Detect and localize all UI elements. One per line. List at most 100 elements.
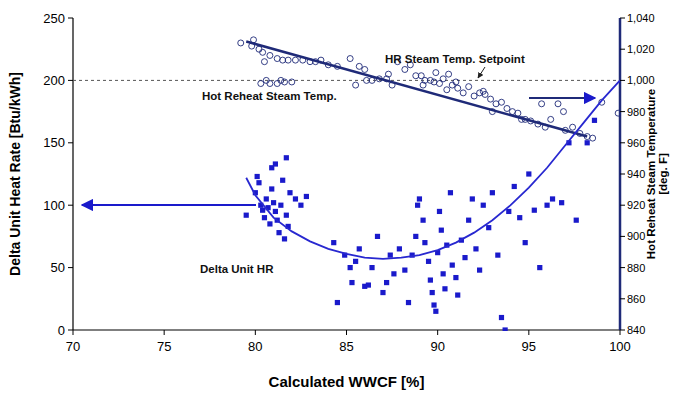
square-point: [276, 230, 281, 235]
axis-arrow-left: [82, 204, 256, 206]
circle-point: [282, 79, 288, 85]
circle-point: [446, 71, 452, 77]
square-point: [284, 213, 289, 218]
y2-tick-label: 840: [627, 324, 645, 336]
square-point: [375, 234, 380, 239]
square-point: [391, 271, 396, 276]
square-point: [262, 215, 267, 220]
circle-point: [498, 99, 504, 105]
y-tick: [68, 267, 73, 268]
y2-tick-label: 980: [627, 106, 645, 118]
x-tick-label: 70: [66, 339, 80, 354]
square-point: [357, 246, 362, 251]
square-point: [353, 259, 358, 264]
square-point: [244, 213, 249, 218]
square-point: [422, 240, 427, 245]
x-tick: [620, 330, 621, 335]
square-point: [287, 190, 292, 195]
square-point: [473, 246, 478, 251]
circle-point: [278, 77, 284, 83]
square-point: [431, 302, 436, 307]
y-tick-label: 0: [58, 323, 65, 338]
y-tick: [68, 205, 73, 206]
square-point: [420, 218, 425, 223]
square-point: [455, 292, 460, 297]
square-point: [448, 190, 453, 195]
square-point: [269, 165, 274, 170]
square-point: [506, 209, 511, 214]
y-axis-title: Delta Unit Heat Rate [Btu/kWh]: [7, 72, 23, 276]
square-point: [331, 240, 336, 245]
square-point: [481, 203, 486, 208]
circle-point: [362, 66, 368, 72]
square-point: [267, 221, 272, 226]
square-point: [255, 174, 260, 179]
square-point: [402, 267, 407, 272]
square-point: [439, 228, 444, 233]
square-point: [585, 140, 590, 145]
annotation: HR Steam Temp. Setpoint: [385, 53, 525, 65]
x-tick: [164, 330, 165, 335]
chart: 7075808590951000501001502002508408608809…: [0, 0, 674, 399]
trend-line: [246, 80, 620, 258]
y2-tick: [620, 330, 625, 331]
circle-point: [261, 59, 267, 65]
annotation-pointer: [478, 67, 485, 78]
y-tick: [68, 330, 73, 331]
square-point: [284, 155, 289, 160]
square-point: [503, 327, 508, 331]
square-point: [437, 209, 442, 214]
circle-point: [515, 110, 521, 116]
circle-point: [449, 82, 455, 88]
square-point: [574, 218, 579, 223]
y2-tick: [620, 49, 625, 50]
y2-tick-label: 960: [627, 137, 645, 149]
square-point: [335, 300, 340, 305]
square-point: [495, 253, 500, 258]
axis-arrow-right: [529, 97, 595, 99]
square-point: [428, 277, 433, 282]
square-point: [406, 300, 411, 305]
y2-axis-title-line: Hot Reheat Steam Temperature: [645, 89, 657, 259]
y2-tick-label: 880: [627, 262, 645, 274]
square-point: [537, 265, 542, 270]
circle-point: [267, 81, 273, 87]
y2-axis-title: Hot Reheat Steam Temperature[deg. F]: [645, 89, 669, 259]
setpoint-line: [73, 80, 620, 81]
y-tick: [68, 80, 73, 81]
y2-tick-label: 1,040: [627, 12, 655, 24]
square-point: [280, 178, 285, 183]
x-tick: [528, 330, 529, 335]
x-tick: [437, 330, 438, 335]
square-point: [304, 194, 309, 199]
square-point: [486, 225, 491, 230]
square-point: [470, 196, 475, 201]
square-point: [293, 196, 298, 201]
y2-tick-label: 860: [627, 293, 645, 305]
square-point: [298, 203, 303, 208]
circle-point: [504, 105, 510, 111]
square-point: [380, 290, 385, 295]
y2-tick: [620, 267, 625, 268]
square-point: [264, 196, 269, 201]
circle-point: [238, 40, 244, 46]
square-point: [384, 280, 389, 285]
x-axis-title: Calculated WWCF [%]: [269, 373, 425, 390]
y2-tick-label: 900: [627, 230, 645, 242]
square-point: [477, 267, 482, 272]
square-point: [369, 265, 374, 270]
square-point: [417, 196, 422, 201]
circle-point: [615, 110, 620, 116]
square-point: [273, 209, 278, 214]
y-tick-label: 50: [51, 260, 65, 275]
square-point: [413, 234, 418, 239]
square-point: [466, 218, 471, 223]
circle-point: [460, 90, 466, 96]
circle-point: [560, 109, 566, 115]
square-point: [426, 259, 431, 264]
y-tick: [68, 18, 73, 19]
y-tick-label: 250: [43, 11, 65, 26]
square-point: [433, 309, 438, 314]
x-tick: [255, 330, 256, 335]
circle-point: [427, 77, 433, 83]
